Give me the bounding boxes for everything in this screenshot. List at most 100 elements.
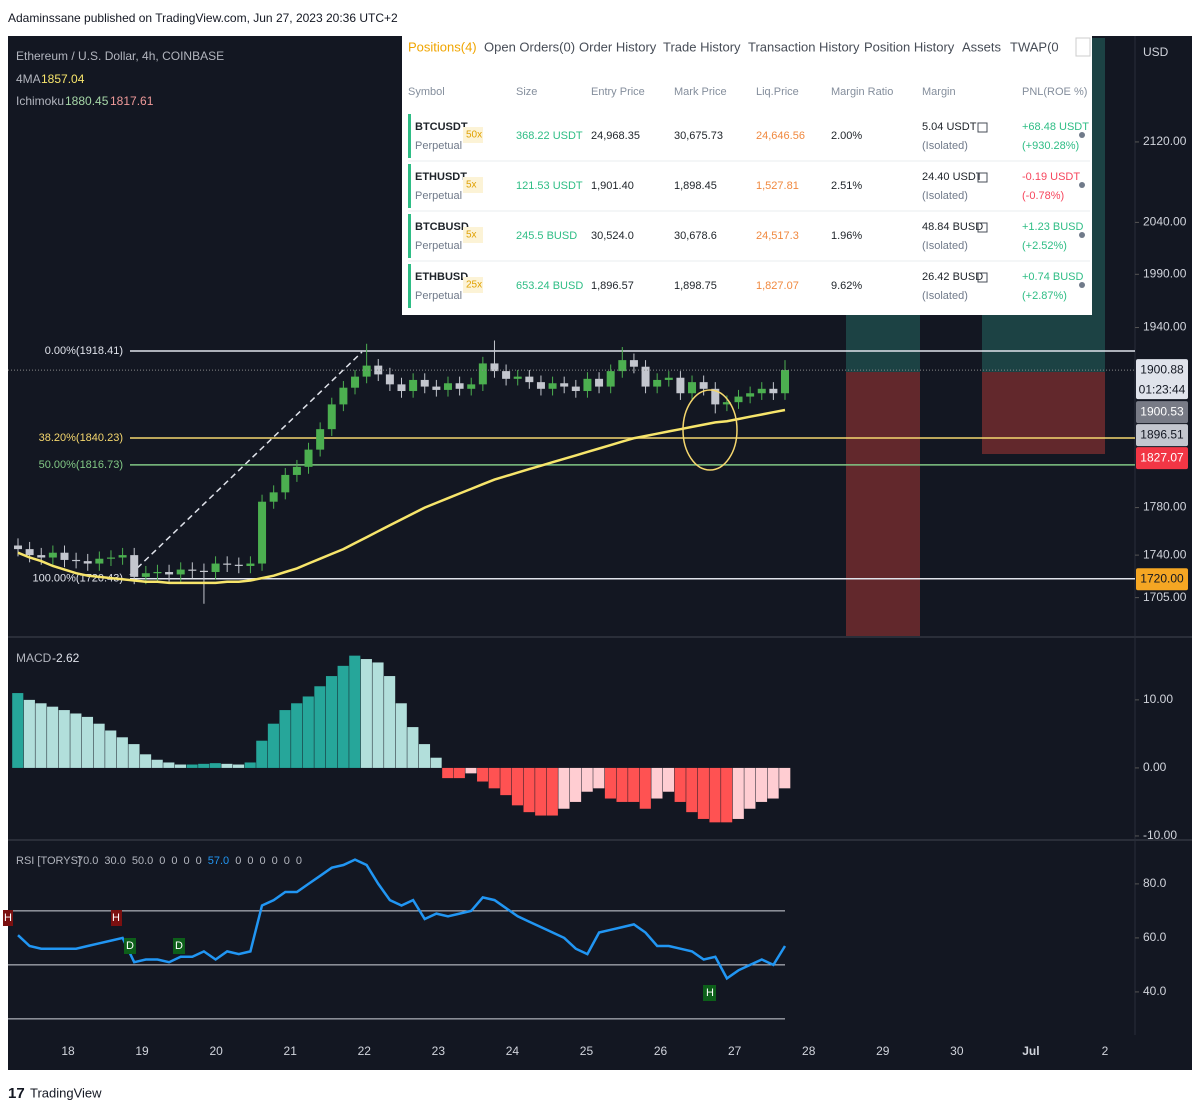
macd-bar: [232, 764, 245, 768]
candle-body: [595, 378, 604, 387]
y-tick-label: 60.0: [1143, 930, 1167, 944]
contract-type: Perpetual: [415, 190, 462, 202]
macd-bar: [81, 716, 94, 768]
liq-price: 1,827.07: [756, 280, 799, 292]
price-label-box: [1136, 447, 1188, 470]
trend-line: [129, 351, 363, 576]
macd-bar: [442, 767, 454, 779]
candle-body: [292, 466, 301, 475]
fib-label: 38.20%(1840.23): [39, 432, 123, 444]
size: 245.5 BUSD: [516, 230, 577, 242]
size: 368.22 USDT: [516, 130, 583, 142]
macd-bar: [163, 762, 175, 768]
candle-body: [130, 555, 139, 577]
x-tick-label: 27: [728, 1044, 742, 1058]
rsi-marker: H: [706, 987, 714, 999]
macd-bar: [244, 762, 256, 768]
countdown: 01:23:44: [1139, 382, 1186, 396]
edit-icon: [977, 122, 988, 133]
panel-tab: Trade History: [663, 39, 741, 54]
rsi-marker: D: [175, 940, 183, 952]
y-tick-label: -10.00: [1143, 828, 1177, 842]
macd-bar: [256, 740, 268, 768]
candle-body: [397, 384, 406, 392]
macd-bar: [662, 767, 675, 792]
macd-bar: [581, 767, 593, 792]
candle-body: [199, 570, 208, 573]
marker-badge: [173, 938, 185, 954]
candle-body: [106, 557, 115, 559]
margin: 24.40 USDT: [922, 171, 983, 183]
entry-price: 30,524.0: [591, 230, 634, 242]
candle-body: [757, 388, 766, 394]
candle-body: [699, 382, 708, 389]
legend-ma-name: 4MA: [16, 72, 41, 86]
margin-ratio: 2.00%: [831, 130, 862, 142]
panel-tab: Transaction History: [748, 39, 860, 54]
y-tick-label: 10.00: [1143, 692, 1173, 706]
macd-bar: [58, 710, 70, 768]
candle-body: [72, 559, 81, 562]
candle-body: [165, 572, 174, 575]
rsi-status: 0: [196, 855, 202, 867]
candle-body: [432, 386, 441, 390]
column-header: Liq.Price: [756, 86, 799, 98]
y-tick-label: 2120.00: [1143, 134, 1187, 148]
candle-body: [374, 365, 383, 375]
mark-price: 30,675.73: [674, 130, 723, 142]
candle-body: [525, 376, 534, 383]
legend-ichimoku-value: 1880.45: [65, 94, 109, 108]
macd-bar: [523, 767, 535, 813]
candle-body: [60, 552, 69, 560]
candle-body: [420, 379, 429, 387]
macd-bar: [697, 767, 709, 819]
candle-body: [629, 360, 638, 367]
x-tick-label: 22: [358, 1044, 372, 1058]
pnl: -0.19 USDT: [1022, 171, 1080, 183]
x-tick-label: 23: [432, 1044, 446, 1058]
margin-mode: (Isolated): [922, 190, 968, 202]
macd-bar: [709, 767, 721, 823]
ma-line: [17, 408, 786, 585]
price-label-box: [1136, 401, 1188, 424]
symbol: BTCUSDT: [415, 121, 468, 133]
y-tick-label: 0.00: [1143, 760, 1167, 774]
rsi-marker: H: [112, 912, 120, 924]
candle-body: [502, 371, 511, 379]
macd-bar: [314, 686, 326, 768]
candle-body: [118, 555, 127, 558]
y-tick-label: 1990.00: [1143, 266, 1187, 280]
marker-badge: [124, 938, 136, 954]
leverage-badge: [463, 227, 483, 243]
symbol: ETHBUSD: [415, 271, 468, 283]
rsi-marker: D: [126, 940, 134, 952]
candle-body: [25, 549, 34, 556]
macd-bar: [337, 665, 349, 768]
macd-bar: [465, 767, 477, 774]
macd-bar: [198, 763, 210, 768]
contract-type: Perpetual: [415, 290, 462, 302]
macd-value: -2.62: [52, 651, 80, 665]
leverage: 5x: [466, 180, 477, 191]
contract-type: Perpetual: [415, 240, 462, 252]
mark-price: 30,678.6: [674, 230, 717, 242]
x-tick-label: 28: [802, 1044, 816, 1058]
macd-bar: [360, 659, 372, 768]
macd-bar: [732, 767, 744, 819]
margin-mode: (Isolated): [922, 240, 968, 252]
leverage-badge: [463, 177, 483, 193]
panel-background: [402, 36, 1092, 315]
price-label: 1896.51: [1140, 427, 1184, 441]
pnl: +0.74 BUSD: [1022, 271, 1084, 283]
share-icon: [1079, 132, 1085, 138]
liq-price: 24,517.3: [756, 230, 799, 242]
macd-bar: [174, 764, 187, 768]
x-tick-label: 26: [654, 1044, 668, 1058]
fib-label: 50.00%(1816.73): [39, 459, 123, 471]
footer-logo: 17: [8, 1085, 25, 1102]
rsi-line: [17, 858, 787, 981]
candle-body: [641, 366, 650, 387]
price-label: 1720.00: [1140, 571, 1184, 585]
macd-bar: [70, 713, 82, 768]
